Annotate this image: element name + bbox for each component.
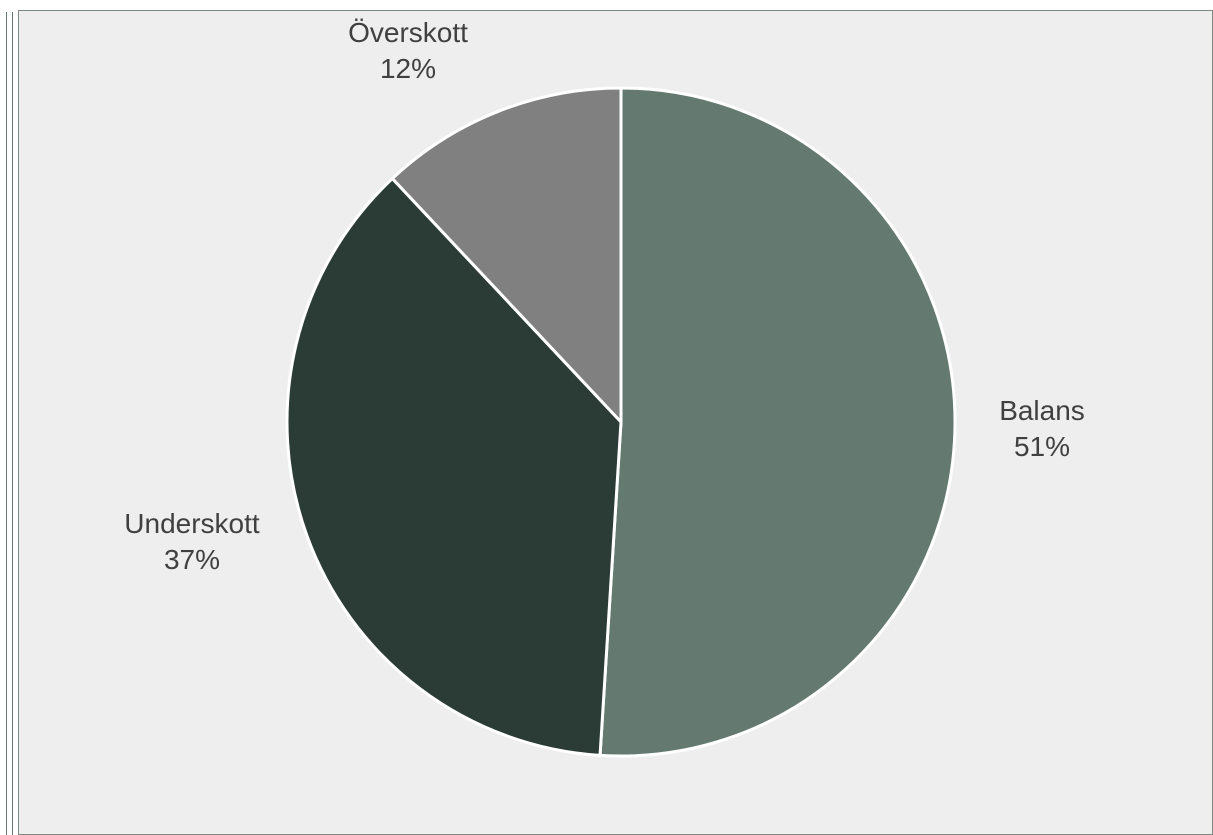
pie-slice-balans — [598, 86, 957, 758]
slice-value-balans: 51% — [1014, 431, 1070, 462]
slice-value-underskott: 37% — [164, 544, 220, 575]
slice-label-överskott: Överskott — [348, 17, 468, 48]
slice-label-balans: Balans — [999, 395, 1085, 426]
frame-rule-left-outer — [6, 12, 7, 835]
pie-slice-överskott — [390, 86, 623, 426]
pie-slice-underskott — [285, 176, 623, 757]
slice-value-överskott: 12% — [380, 53, 436, 84]
frame-rule-left-inner — [12, 12, 13, 835]
slice-label-underskott: Underskott — [124, 508, 260, 539]
